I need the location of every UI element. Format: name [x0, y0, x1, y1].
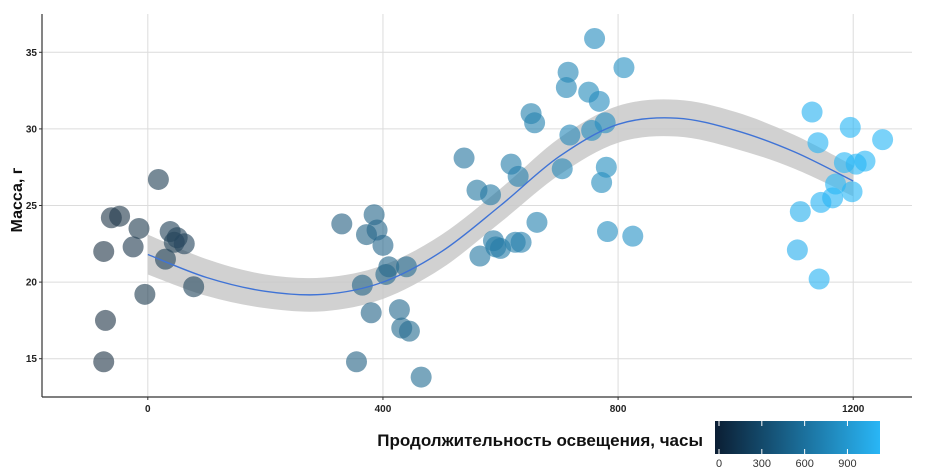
data-point: [395, 256, 417, 278]
data-point: [584, 28, 606, 50]
data-point: [453, 147, 475, 169]
data-point: [183, 276, 205, 298]
x-tick-label: 400: [375, 404, 392, 415]
x-tick-label: 1200: [842, 404, 865, 415]
data-point: [93, 240, 115, 262]
y-tick-label: 25: [26, 201, 38, 212]
data-point: [597, 221, 618, 243]
data-point: [808, 268, 830, 290]
data-point: [588, 90, 610, 112]
data-point: [147, 168, 169, 190]
y-tick-label: 30: [26, 124, 38, 135]
data-points: [93, 28, 894, 388]
grid: [42, 14, 912, 397]
data-point: [801, 101, 823, 123]
data-point: [109, 205, 131, 227]
colorbar-tick-label: 900: [838, 458, 856, 468]
data-point: [331, 213, 353, 235]
data-point: [93, 351, 115, 373]
data-point: [789, 201, 811, 223]
colorbar: [715, 421, 880, 454]
data-point: [839, 116, 861, 138]
data-point: [388, 299, 410, 321]
data-point: [786, 239, 808, 261]
data-point: [507, 165, 529, 187]
data-point: [526, 211, 548, 233]
data-point: [360, 302, 382, 324]
data-point: [173, 233, 195, 255]
data-point: [410, 366, 432, 388]
colorbar-tick-label: 300: [753, 458, 771, 468]
data-point: [557, 61, 579, 83]
data-point: [825, 173, 847, 195]
axes: [39, 14, 912, 400]
data-point: [854, 150, 876, 172]
tick-labels: 0 400 800 1200 15 20 25 30 35: [26, 48, 865, 415]
data-point: [524, 112, 546, 134]
y-tick-label: 35: [26, 48, 38, 59]
data-point: [622, 225, 644, 247]
y-tick-label: 20: [26, 278, 38, 289]
data-point: [595, 156, 617, 178]
data-point: [351, 274, 373, 296]
colorbar-legend: Продолжительность освещения, часы 0 300 60…: [377, 421, 880, 468]
data-point: [510, 231, 532, 253]
y-tick-label: 15: [26, 354, 38, 365]
data-point: [345, 351, 367, 373]
x-tick-label: 0: [145, 404, 151, 415]
data-point: [469, 245, 491, 267]
colorbar-tick-label: 600: [795, 458, 813, 468]
colorbar-tick-label: 0: [716, 458, 722, 468]
data-point: [398, 320, 420, 342]
data-point: [594, 112, 616, 134]
data-point: [807, 132, 829, 154]
data-point: [613, 57, 635, 79]
data-point: [872, 129, 894, 151]
data-point: [559, 124, 581, 146]
data-point: [128, 217, 150, 239]
data-point: [122, 236, 144, 258]
data-point: [480, 184, 502, 206]
data-point: [841, 181, 863, 203]
data-point: [372, 234, 394, 256]
data-point: [94, 309, 116, 331]
legend-title: Продолжительность освещения, часы: [377, 431, 703, 450]
trend-line: [147, 117, 854, 296]
data-point: [378, 256, 400, 278]
trend-line-path: [147, 117, 854, 296]
data-point: [134, 283, 156, 305]
y-axis-title: Масса, г: [9, 167, 26, 232]
x-tick-label: 800: [610, 404, 627, 415]
data-point: [555, 77, 577, 99]
data-point: [551, 158, 573, 180]
